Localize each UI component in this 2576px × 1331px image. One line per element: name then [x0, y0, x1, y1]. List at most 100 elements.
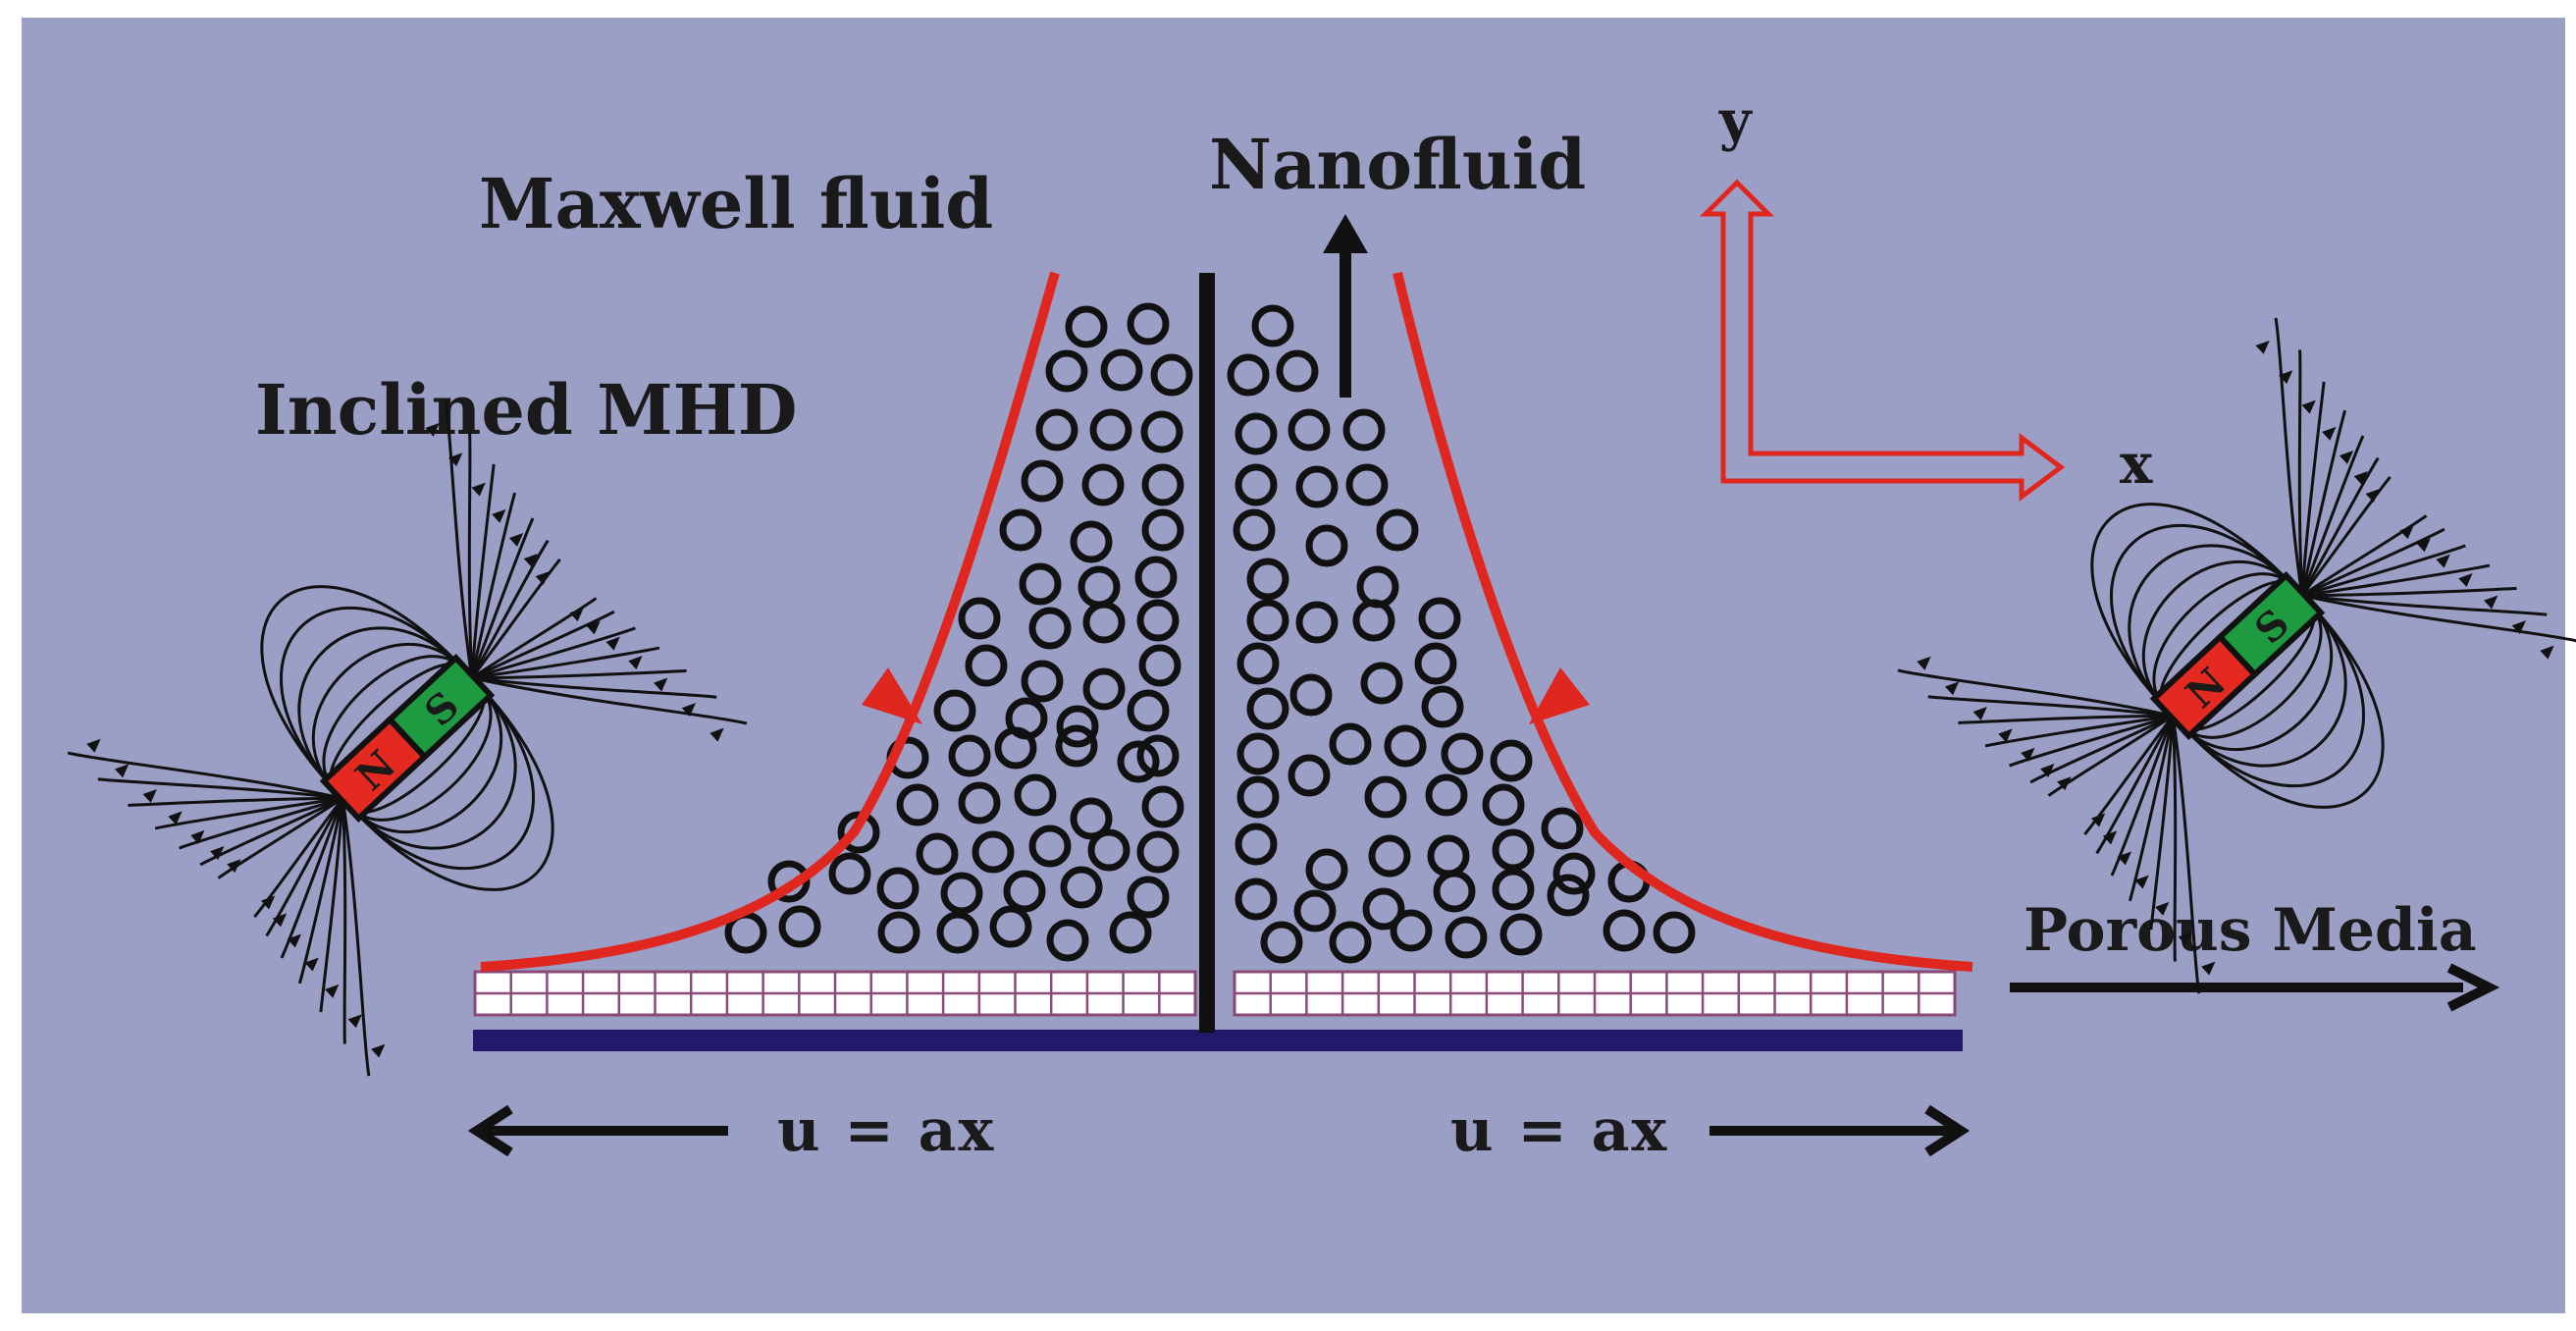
nanoparticle: [1384, 724, 1427, 768]
nanoparticle: [1070, 797, 1113, 840]
nanoparticle: [1235, 412, 1278, 455]
nanoparticle: [1246, 687, 1289, 730]
nanoparticle: [1014, 773, 1057, 817]
nanoparticle: [1021, 459, 1064, 503]
nanoparticle: [1136, 830, 1180, 874]
nanoparticle: [1236, 642, 1280, 685]
nanoparticle: [1329, 921, 1372, 964]
porous-media-label: Porous Media: [2024, 896, 2477, 965]
maxwell-fluid-label: Maxwell fluid: [479, 163, 993, 244]
flow-arrowhead-left: [862, 667, 922, 724]
nanoparticle: [767, 860, 811, 903]
nanoparticle: [1136, 734, 1180, 777]
nanoparticle: [958, 597, 1001, 640]
nanoparticle: [1127, 689, 1170, 732]
nanoparticle: [1141, 785, 1184, 828]
nanoparticle: [1492, 828, 1535, 872]
nanoparticle: [1288, 754, 1331, 797]
nanoparticle: [1136, 599, 1180, 642]
nanoparticle: [876, 867, 920, 910]
nanoparticle: [933, 689, 976, 732]
nanoparticle: [1342, 408, 1386, 452]
nanoparticle: [1492, 868, 1535, 911]
nanoparticle: [1490, 739, 1533, 782]
nanoparticle: [1547, 874, 1590, 917]
nanoparticle: [936, 911, 979, 954]
nanoparticle: [989, 905, 1032, 948]
nanoparticle: [1368, 834, 1411, 878]
axis-y-label: y: [1718, 88, 1753, 153]
nanoparticle: [1003, 870, 1046, 913]
nanoparticle: [1362, 887, 1405, 931]
nanoparticle: [1141, 508, 1184, 552]
nanoparticle: [1070, 520, 1113, 563]
stretch-arrow-left-head: [467, 1104, 513, 1157]
nanoparticle: [1425, 773, 1468, 817]
magnet-south-pole: [2216, 571, 2326, 679]
nanoparticle: [1260, 921, 1303, 964]
nanoparticle: [1109, 911, 1152, 954]
nanoparticle: [1345, 463, 1389, 506]
nanoparticle: [1603, 909, 1646, 952]
nanoparticle: [1360, 662, 1403, 705]
nanoparticle: [958, 781, 1001, 825]
magnet-right: NS: [1897, 317, 2576, 994]
nanoparticle: [1236, 732, 1280, 775]
nanoparticle: [1552, 852, 1596, 895]
nanoparticle: [828, 852, 871, 895]
nanoparticle: [1364, 775, 1407, 819]
nanoparticle: [1138, 644, 1182, 687]
background-panel: [22, 18, 2565, 1313]
nanoparticle: [1082, 601, 1126, 644]
nanoparticle: [972, 830, 1015, 874]
nanoparticle: [1305, 848, 1348, 891]
nanoparticle: [1056, 705, 1099, 748]
nanoparticle: [778, 905, 821, 948]
nanoparticle: [1246, 558, 1289, 601]
porous-strip-right: [1233, 970, 1957, 1017]
nanofluid-label: Nanofluid: [1209, 124, 1586, 205]
nanoparticle: [1251, 304, 1294, 347]
nanoparticle: [1089, 408, 1132, 452]
nanoparticle: [940, 872, 983, 915]
nanoparticle: [1499, 913, 1543, 956]
nanoparticle: [1390, 909, 1433, 952]
nanoparticle: [1087, 828, 1130, 872]
nanoparticle: [1414, 642, 1457, 685]
nanoparticle: [1028, 607, 1072, 650]
velocity-label-right: u = ax: [1450, 1096, 1668, 1165]
nanoparticle: [1082, 667, 1126, 711]
nanoparticle: [1035, 408, 1078, 452]
nanoparticle: [896, 783, 939, 826]
nanoparticle: [999, 508, 1042, 552]
nanoparticle: [1227, 353, 1270, 397]
nanoparticle: [1021, 660, 1064, 703]
nanoparticle: [1441, 732, 1484, 775]
nanoparticle: [1233, 508, 1276, 552]
coordinate-axes: [1699, 179, 2066, 502]
nanoparticle: [948, 734, 991, 777]
nanoparticle: [1482, 783, 1525, 826]
nanoparticle: [1421, 685, 1464, 728]
nanoparticle: [1329, 722, 1372, 766]
nanoparticle: [1060, 866, 1103, 909]
nanoparticle: [1065, 305, 1108, 348]
nanoparticle: [1376, 508, 1419, 552]
nanoparticle: [1141, 463, 1184, 506]
nanoparticle: [1081, 463, 1125, 506]
porous-media-arrow-head: [2446, 963, 2500, 1012]
nanoparticle: [1305, 524, 1348, 567]
nanoparticle: [1235, 463, 1278, 506]
nanoparticle: [1055, 724, 1098, 768]
nanoparticle: [994, 726, 1037, 770]
nanoparticle: [1445, 916, 1488, 959]
nanoparticles: [724, 302, 1696, 964]
nanoparticle: [1117, 740, 1160, 783]
flow-curve-left: [480, 271, 1060, 972]
magnet-south-pole: [386, 654, 496, 762]
nanoparticle: [1541, 807, 1584, 850]
nanoparticle: [1140, 410, 1183, 453]
nanoparticle: [1276, 349, 1319, 393]
